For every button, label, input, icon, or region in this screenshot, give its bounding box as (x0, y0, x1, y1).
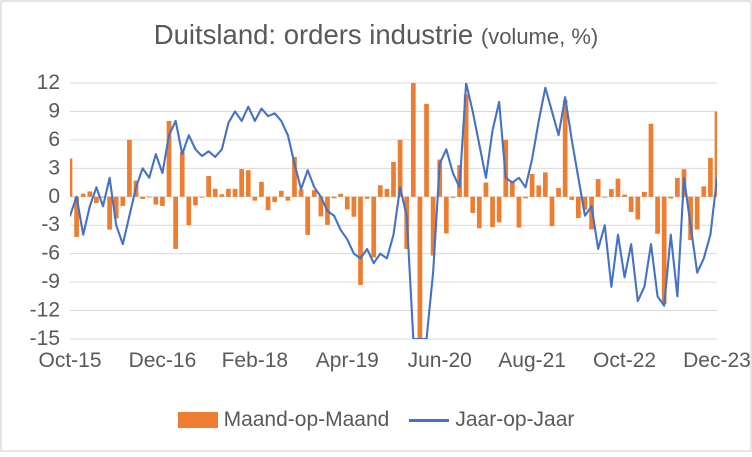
svg-text:Apr-19: Apr-19 (316, 349, 379, 372)
svg-text:-15: -15 (30, 327, 60, 350)
svg-text:12: 12 (37, 71, 60, 94)
svg-text:-9: -9 (41, 270, 60, 293)
svg-text:Oct-22: Oct-22 (593, 349, 656, 372)
svg-text:-6: -6 (41, 242, 60, 265)
svg-text:9: 9 (48, 99, 60, 122)
svg-text:Aug-21: Aug-21 (498, 349, 566, 372)
svg-text:6: 6 (48, 128, 60, 151)
svg-text:-12: -12 (30, 299, 60, 322)
svg-text:3: 3 (48, 156, 60, 179)
svg-text:Duitsland: orders industrie (v: Duitsland: orders industrie (volume, %) (154, 19, 598, 50)
svg-text:Dec-16: Dec-16 (129, 349, 197, 372)
svg-text:Oct-15: Oct-15 (38, 349, 101, 372)
svg-text:Dec-23: Dec-23 (683, 349, 751, 372)
svg-text:Jun-20: Jun-20 (408, 349, 472, 372)
svg-text:-3: -3 (41, 213, 60, 236)
svg-text:0: 0 (48, 185, 60, 208)
svg-text:Feb-18: Feb-18 (222, 349, 289, 372)
